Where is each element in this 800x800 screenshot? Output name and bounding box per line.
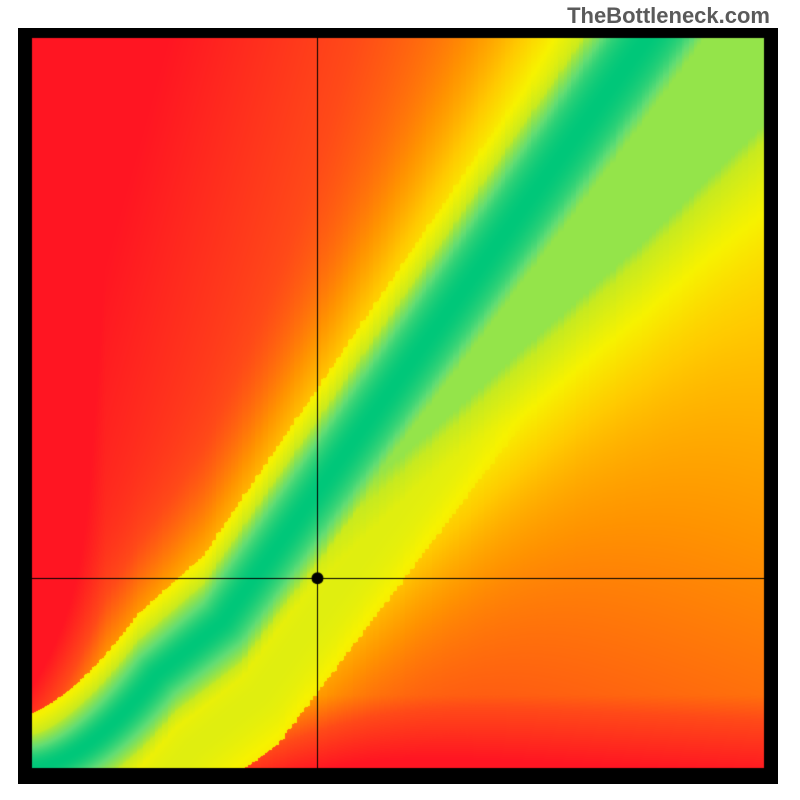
bottleneck-heatmap <box>18 28 778 784</box>
watermark-text: TheBottleneck.com <box>567 3 770 29</box>
